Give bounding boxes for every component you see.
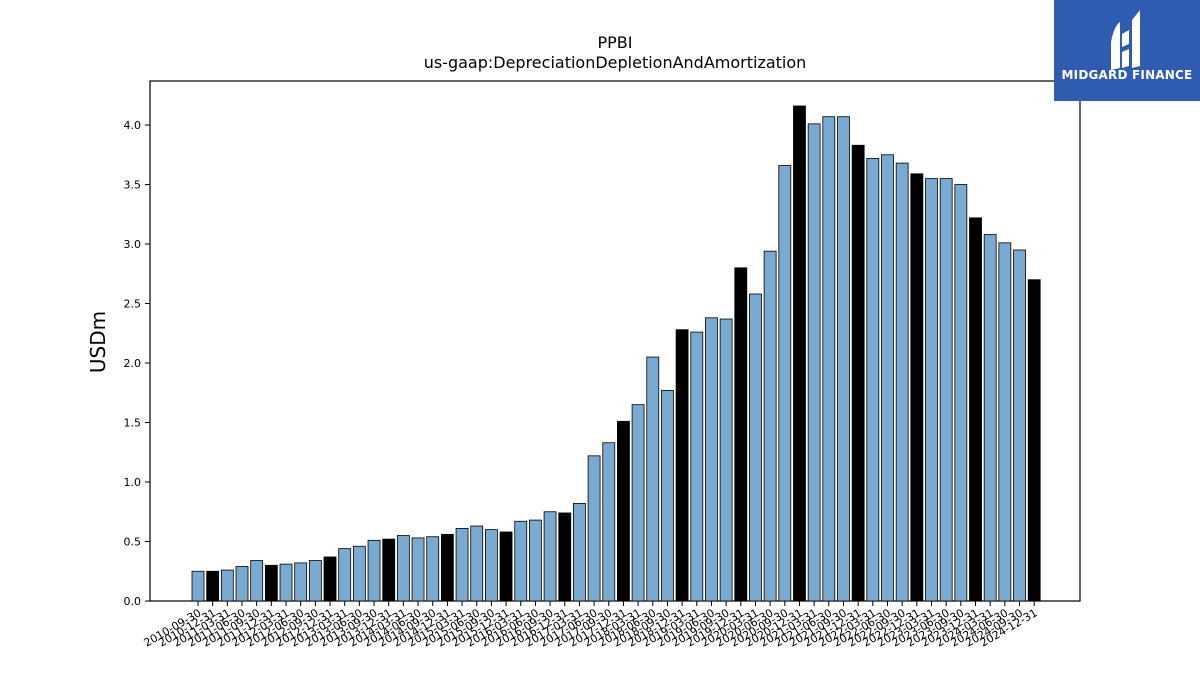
midgard-logo-icon	[1111, 10, 1140, 70]
bar	[602, 442, 616, 602]
bar	[998, 242, 1012, 602]
y-tick-label: 3.5	[124, 179, 142, 192]
bar	[837, 116, 850, 602]
y-tick-label: 2.0	[124, 357, 142, 370]
bar	[279, 563, 293, 602]
bar	[543, 511, 557, 602]
bar	[734, 267, 748, 602]
bar	[294, 562, 308, 602]
bar	[969, 217, 982, 602]
y-tick-label: 2.5	[124, 298, 142, 311]
bar	[352, 545, 366, 602]
bar	[807, 123, 821, 602]
bar	[470, 525, 484, 602]
bar	[954, 184, 968, 602]
bar	[499, 531, 513, 602]
bar	[382, 538, 396, 602]
y-tick-label: 3.0	[124, 238, 142, 251]
bar	[778, 165, 792, 602]
bar	[338, 548, 352, 602]
bar	[690, 331, 704, 602]
bar	[705, 317, 718, 602]
bar	[191, 570, 205, 602]
bar	[631, 404, 645, 602]
bar	[426, 536, 440, 602]
y-axis-label: USDm	[86, 311, 110, 373]
x-axis: 2010-09-302010-12-312011-03-312011-06-30…	[142, 601, 1040, 650]
bar	[617, 420, 630, 602]
bar	[573, 503, 586, 602]
brand-logo: MIDGARD FINANCE	[1054, 0, 1200, 101]
y-tick-label: 1.5	[124, 417, 142, 430]
bar	[250, 560, 264, 602]
y-tick-label: 1.0	[124, 476, 142, 489]
bar	[587, 455, 601, 602]
bar	[749, 293, 762, 602]
bar	[1013, 249, 1026, 602]
brand-name: MIDGARD FINANCE	[1061, 68, 1193, 82]
bar	[220, 569, 234, 602]
y-tick-label: 0.5	[124, 536, 142, 549]
chart-title: PPBI	[598, 33, 633, 52]
bar	[983, 234, 997, 602]
bar	[866, 157, 880, 602]
bar	[719, 318, 733, 602]
bar	[881, 154, 894, 602]
bar	[558, 512, 572, 602]
bar	[323, 556, 337, 602]
bar	[675, 329, 689, 602]
bar	[396, 535, 410, 602]
bar	[529, 519, 542, 602]
bar	[455, 528, 469, 602]
bar	[822, 116, 836, 602]
bar	[925, 178, 938, 602]
bar	[895, 162, 909, 602]
bar	[851, 144, 865, 602]
bar	[661, 389, 674, 602]
bar	[793, 105, 806, 602]
bar	[411, 537, 425, 602]
y-tick-label: 0.0	[124, 595, 142, 608]
bar	[514, 520, 528, 602]
bar	[308, 560, 322, 602]
chart-subtitle: us-gaap:DepreciationDepletionAndAmortiza…	[424, 53, 807, 72]
bar	[763, 250, 777, 602]
y-tick-label: 4.0	[124, 119, 142, 132]
y-axis: 0.0 0.5 1.0 1.5 2.0 2.5 3.0 3.5 4.0	[124, 119, 150, 608]
bar	[910, 173, 924, 602]
bar	[367, 539, 381, 602]
bar	[484, 529, 498, 602]
bar	[939, 178, 953, 602]
bars-group	[191, 105, 1041, 602]
bar	[264, 564, 278, 602]
bar	[646, 356, 660, 602]
bar	[235, 566, 249, 602]
bar	[206, 570, 220, 602]
bar	[1027, 279, 1041, 602]
bar	[440, 533, 454, 602]
